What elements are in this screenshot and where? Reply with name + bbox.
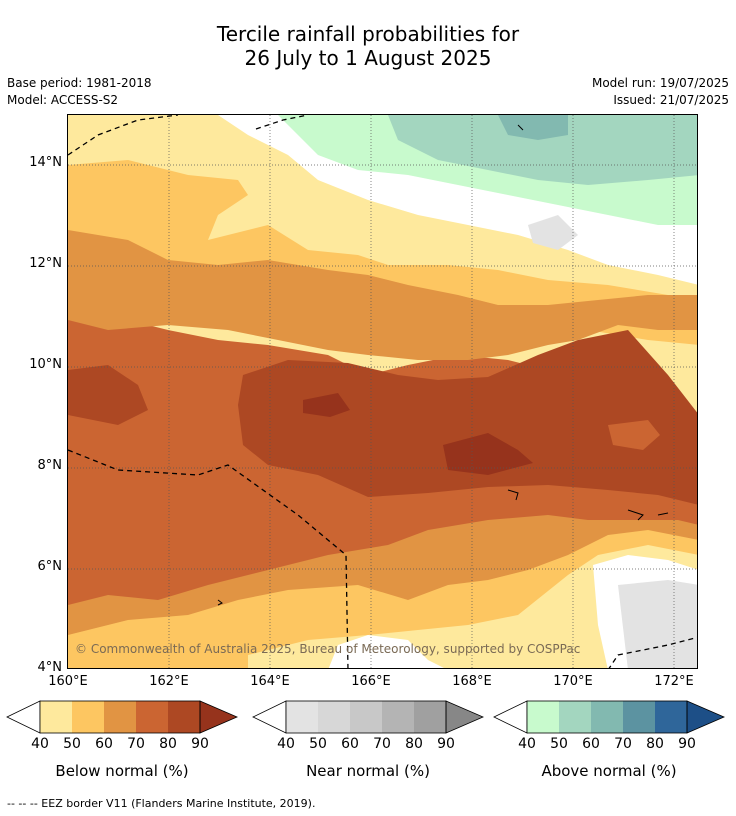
colorbar-near-tick: 90 xyxy=(437,736,455,752)
colorbar-below xyxy=(6,700,238,734)
lon-label: 164°E xyxy=(250,674,290,689)
region-below-90 xyxy=(303,393,350,417)
colorbar-near-label: Near normal (%) xyxy=(306,762,430,780)
base-period: Base period: 1981-2018 xyxy=(7,76,152,90)
colorbar-near-segment xyxy=(318,701,350,733)
colorbar-above-segment xyxy=(655,701,687,733)
colorbar-above-segment xyxy=(527,701,559,733)
title-line-2: 26 July to 1 August 2025 xyxy=(244,46,492,70)
colorbar-above-tick: 40 xyxy=(518,736,536,752)
colorbar-below-tick: 40 xyxy=(31,736,49,752)
colorbar-near-tick: 50 xyxy=(309,736,327,752)
region-above-60 xyxy=(498,115,568,140)
colorbar-below-tip xyxy=(199,700,238,734)
colorbar-above-tick: 60 xyxy=(582,736,600,752)
colorbar-below-tick: 70 xyxy=(127,736,145,752)
colorbar-near-tick: 60 xyxy=(341,736,359,752)
colorbar-above-segment xyxy=(591,701,623,733)
colorbar-above-segment xyxy=(559,701,591,733)
colorbar-below-segment xyxy=(104,701,136,733)
colorbar-above-tick: 50 xyxy=(550,736,568,752)
region-near-40-south xyxy=(328,635,444,668)
colorbar-above-tick: 70 xyxy=(614,736,632,752)
region-near-50-se xyxy=(618,580,697,668)
colorbar-near-segment xyxy=(286,701,318,733)
title-line-1: Tercile rainfall probabilities for xyxy=(216,22,520,46)
region-below-90-east xyxy=(443,433,533,475)
colorbar-above-tick: 80 xyxy=(646,736,664,752)
colorbar-above-tip xyxy=(686,700,725,734)
colorbar-above-tick: 90 xyxy=(678,736,696,752)
lon-label: 160°E xyxy=(48,674,88,689)
region-above-50 xyxy=(388,115,697,185)
region-below-70-east xyxy=(608,420,660,450)
colorbar-above-label: Above normal (%) xyxy=(541,762,677,780)
colorbar-above-segment xyxy=(623,701,655,733)
issued-date: Issued: 21/07/2025 xyxy=(613,93,729,107)
lat-label: 8°N xyxy=(37,458,63,473)
graticule xyxy=(68,115,697,668)
probability-map xyxy=(67,114,698,669)
copyright-notice: © Commonwealth of Australia 2025, Bureau… xyxy=(75,642,581,656)
region-below-60 xyxy=(68,230,697,360)
chart-title: Tercile rainfall probabilities for 26 Ju… xyxy=(0,22,736,70)
colorbar-below-tick: 50 xyxy=(63,736,81,752)
lon-label: 162°E xyxy=(149,674,189,689)
colorbar-near-tick: 40 xyxy=(277,736,295,752)
eez-border xyxy=(68,115,697,668)
lat-label: 4°N xyxy=(37,660,63,675)
lat-label: 10°N xyxy=(29,357,62,372)
lon-label: 170°E xyxy=(553,674,593,689)
islands xyxy=(217,124,669,606)
lon-label: 168°E xyxy=(452,674,492,689)
colorbar-below-segment xyxy=(168,701,200,733)
lat-label: 12°N xyxy=(29,256,62,271)
colorbar-above xyxy=(493,700,725,734)
colorbar-near-segment xyxy=(350,701,382,733)
colorbar-near-tip xyxy=(445,700,484,734)
lon-label: 166°E xyxy=(351,674,391,689)
map-canvas xyxy=(68,115,697,668)
colorbar-near-segment xyxy=(414,701,446,733)
model-name: Model: ACCESS-S2 xyxy=(7,93,119,107)
region-below-80-west xyxy=(68,365,148,425)
colorbar-near-tick: 70 xyxy=(373,736,391,752)
colorbar-below-tick: 90 xyxy=(191,736,209,752)
lon-label: 172°E xyxy=(654,674,694,689)
eez-footnote: -- -- -- EEZ border V11 (Flanders Marine… xyxy=(7,797,316,810)
region-below-80 xyxy=(238,330,697,505)
region-near-50-north xyxy=(528,215,578,250)
colorbar-near-tick: 80 xyxy=(405,736,423,752)
colorbar-below-label: Below normal (%) xyxy=(55,762,189,780)
colorbar-below-segment xyxy=(40,701,72,733)
model-run: Model run: 19/07/2025 xyxy=(591,76,729,90)
region-below-40-south xyxy=(248,545,697,668)
colorbar-near-segment xyxy=(382,701,414,733)
lat-label: 14°N xyxy=(29,155,62,170)
colorbar-below-tick: 60 xyxy=(95,736,113,752)
colorbar-below-segment xyxy=(136,701,168,733)
colorbar-below-segment xyxy=(72,701,104,733)
lat-label: 6°N xyxy=(37,559,63,574)
colorbar-near xyxy=(252,700,484,734)
colorbar-below-tick: 80 xyxy=(159,736,177,752)
